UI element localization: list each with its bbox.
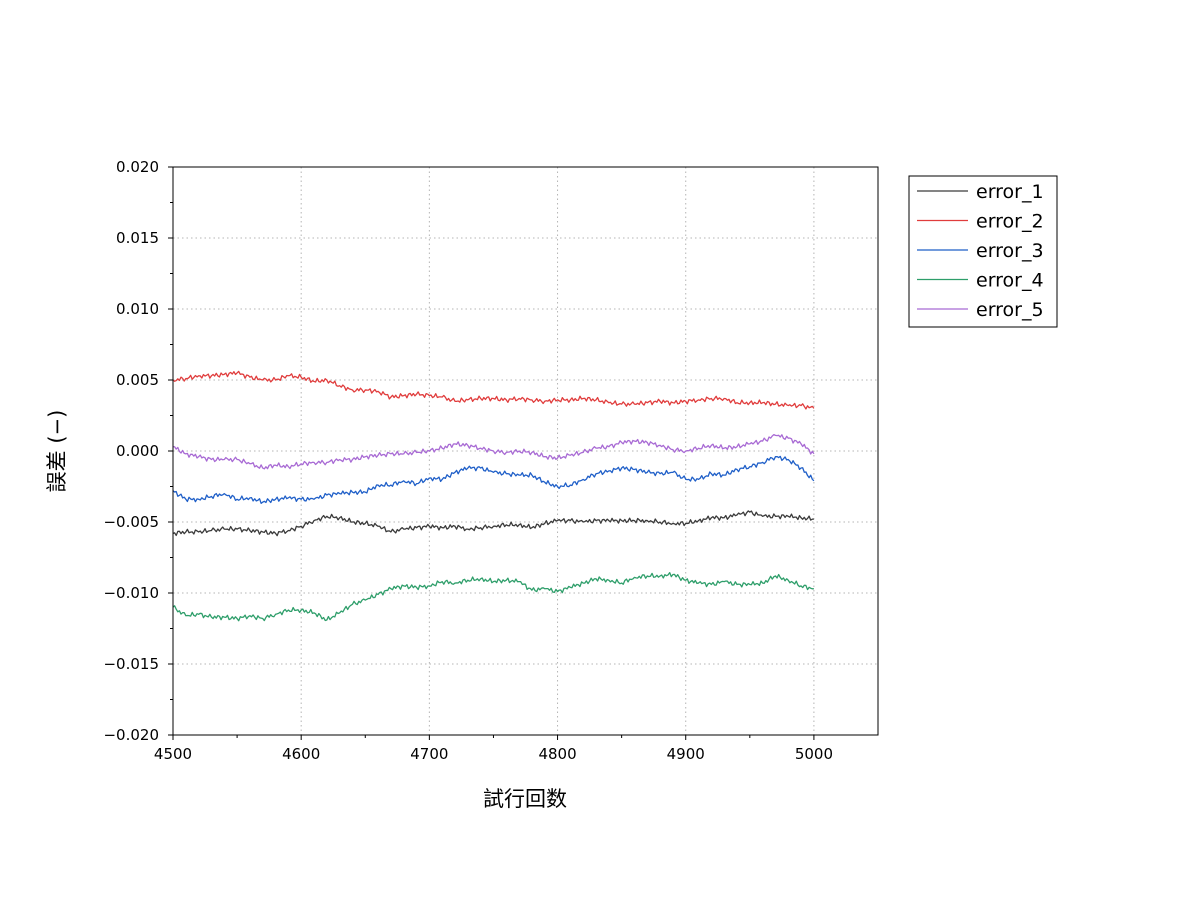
legend: error_1 error_2 error_3 error_4 error_5 [908, 175, 1058, 328]
x-tick-label: 4800 [538, 745, 576, 763]
axes: 4500 4600 4700 4800 4900 5000 0.020 0.015 0.010 0… [103, 158, 833, 763]
legend-label-error-5: error_5 [976, 299, 1044, 321]
x-tick-label: 4500 [154, 745, 192, 763]
y-tick-label: −0.020 [103, 726, 159, 744]
x-tick-label: 4900 [667, 745, 705, 763]
series-line-error-1 [172, 510, 814, 537]
y-tick-label: 0.015 [116, 229, 159, 247]
x-tick-label: 5000 [795, 745, 833, 763]
legend-label-error-2: error_2 [976, 211, 1044, 233]
y-tick-label: −0.010 [103, 584, 159, 602]
legend-label-error-1: error_1 [976, 181, 1044, 203]
series-lines [172, 370, 815, 622]
series-line-error-3 [172, 455, 815, 504]
y-axis-title: 誤差 (−) [45, 410, 69, 493]
y-tick-label: 0.005 [116, 371, 159, 389]
x-tick-label: 4700 [410, 745, 448, 763]
y-tick-label: 0.000 [116, 442, 159, 460]
x-axis-title: 試行回数 [483, 787, 567, 811]
legend-frame [908, 175, 1058, 328]
series-line-error-2 [172, 370, 815, 410]
series-line-error-4 [172, 572, 814, 622]
x-tick-label: 4600 [282, 745, 320, 763]
legend-label-error-3: error_3 [976, 240, 1044, 262]
grid-lines [173, 167, 878, 735]
y-tick-label: −0.015 [103, 655, 159, 673]
y-tick-label: −0.005 [103, 513, 159, 531]
legend-label-error-4: error_4 [976, 270, 1044, 292]
y-tick-label: 0.010 [116, 300, 159, 318]
y-tick-label: 0.020 [116, 158, 159, 176]
series-line-error-5 [172, 433, 815, 470]
